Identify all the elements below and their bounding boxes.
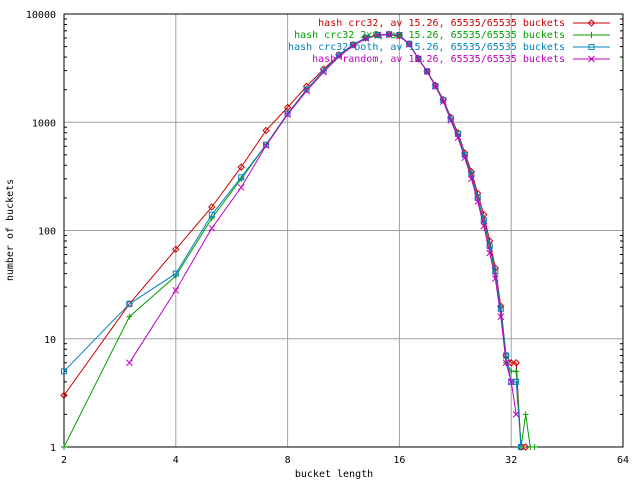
data-point [208,203,216,211]
x-tick-label: 8 [285,455,291,466]
data-point [486,242,493,249]
x-tick-label: 32 [505,455,517,466]
data-point [507,359,515,367]
data-point [303,86,310,93]
grid-lines [64,14,623,447]
data-point [284,110,291,117]
y-tick-label: 100 [38,227,56,238]
legend-entry-label: hash crc32 2x6, av 15.26, 65535/65535 bu… [294,30,565,41]
data-point [262,126,270,135]
y-tick-label: 10 [44,335,56,346]
data-point [497,305,504,312]
data-point [61,368,67,375]
data-point [480,222,488,230]
data-point [503,352,510,359]
y-tick-label: 1 [50,443,56,454]
data-point [492,268,499,275]
data-point [320,68,327,76]
data-point [284,111,291,118]
x-tick-label: 2 [61,455,67,466]
legend-marker [588,44,595,50]
data-point [262,142,270,149]
x-tick-label: 64 [617,455,629,466]
y-axis-label: number of buckets [5,179,16,281]
legend-entry-label: hash random, av 15.26, 65535/65535 bucke… [312,54,565,65]
x-axis-label: bucket length [295,469,373,480]
data-point [447,117,455,124]
data-point [522,411,529,418]
data-point [517,444,524,450]
data-point [237,163,245,171]
x-tick-label: 16 [393,455,405,466]
data-point [424,68,431,75]
data-point [172,270,179,277]
data-point [512,411,520,418]
data-point [60,391,68,400]
data-point [491,275,499,282]
data-point [513,378,520,385]
data-point [468,171,475,178]
legend-marker [587,19,596,27]
data-point [423,68,431,75]
data-point [349,42,357,50]
data-point [396,31,403,38]
data-point [507,378,515,386]
data-point [454,130,461,137]
legend-marker [588,32,595,38]
y-tick-label: 10000 [26,10,56,21]
data-point [512,359,520,367]
data-point [461,154,469,162]
data-point [320,67,327,74]
series-4 [126,31,520,418]
data-point [468,175,475,183]
data-point [474,198,482,205]
series-layer [60,30,538,451]
data-point [432,82,439,90]
data-point [237,184,245,191]
axis-ticks: 2 4 8 16 32 64 1 10 100 1000 10000 [26,10,629,466]
data-point [502,359,510,367]
data-point [439,98,447,106]
data-point [486,249,494,257]
legend-entry-label: hash crc32 both, av 15.26, 65535/65535 b… [288,42,565,53]
data-point [61,444,67,450]
data-point [405,40,413,48]
x-tick-label: 4 [173,455,179,466]
data-point [238,174,245,181]
plot-frame [63,13,624,448]
data-point [126,300,133,307]
data-point [513,368,520,375]
data-point [303,87,310,95]
data-point [172,245,180,254]
data-point [396,32,403,40]
data-point [335,52,342,59]
legend: hash crc32, av 15.26, 65535/65535 bucket… [288,18,610,65]
data-point [208,211,215,218]
data-point [335,53,343,60]
data-point [480,217,487,224]
data-point [432,83,439,90]
data-point [126,313,133,320]
data-point [362,35,370,42]
data-point [263,141,270,148]
legend-entry-label: hash crc32, av 15.26, 65535/65535 bucket… [318,18,565,29]
data-point [385,31,392,38]
data-point [283,103,292,112]
legend-marker [588,55,595,63]
y-tick-label: 1000 [32,118,56,129]
data-point [126,359,133,367]
data-point [497,313,505,321]
data-point [415,55,422,62]
data-point [172,286,180,294]
data-point [374,31,382,39]
data-point [531,444,538,450]
data-point [208,224,216,232]
data-point [415,55,422,63]
data-point [406,40,413,47]
data-point [385,31,393,38]
data-point [454,134,462,142]
